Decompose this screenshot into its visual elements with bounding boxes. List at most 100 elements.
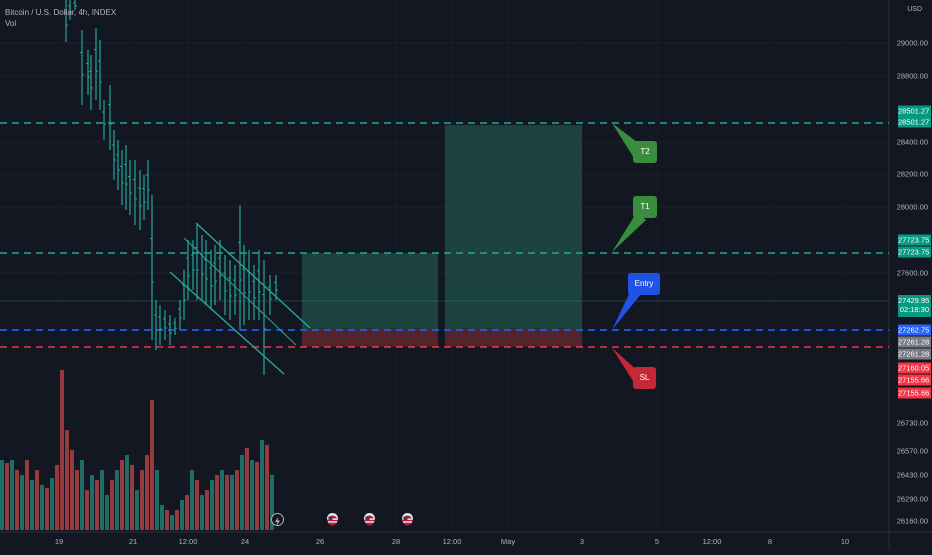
- stop-zone-2: [445, 328, 582, 347]
- volume-bar: [125, 455, 129, 530]
- volume-bar: [120, 460, 124, 530]
- volume-bar: [215, 475, 219, 530]
- time-tick: 5: [654, 537, 660, 546]
- volume-bar: [255, 462, 259, 530]
- channel-lower-line: [169, 271, 285, 375]
- volume-bar: [240, 455, 244, 530]
- time-tick: 3: [579, 537, 585, 546]
- channel-upper-line: [195, 222, 311, 329]
- time-tick: 12:00: [178, 537, 198, 546]
- close-price-tag: 27261.28: [898, 336, 931, 348]
- price-tick: 28000.00: [896, 202, 928, 212]
- volume-bar: [135, 490, 139, 530]
- flag-icon[interactable]: [402, 513, 413, 526]
- t2-callout[interactable]: T2: [633, 141, 657, 163]
- volume-bar: [265, 445, 269, 530]
- price-tick: 29000.00: [896, 38, 928, 48]
- time-tick: 12:00: [702, 537, 722, 546]
- time-tick: 19: [54, 537, 64, 546]
- time-tick: 21: [128, 537, 138, 546]
- entry-callout[interactable]: Entry: [628, 273, 660, 295]
- time-axis[interactable]: 19 21 12:00 24 26 28 12:00 May 3 5 12:00…: [0, 532, 889, 550]
- volume-bar: [225, 475, 229, 530]
- chart-legend: Bitcoin / U.S. Dollar, 4h, INDEX Vol: [5, 7, 116, 29]
- time-tick: May: [500, 537, 516, 546]
- price-tick: 27600.00: [896, 268, 928, 278]
- t2-price-tag: 28501.27: [898, 105, 931, 117]
- lightning-icon[interactable]: [271, 513, 284, 526]
- volume-bar: [55, 465, 59, 530]
- volume-bar: [5, 463, 9, 530]
- price-tick: 28200.00: [896, 169, 928, 179]
- volume-bar: [250, 460, 254, 530]
- volume-bar: [270, 475, 274, 530]
- t2-price-tag: 28501.27: [898, 116, 931, 128]
- sl-callout-pointer: [612, 348, 638, 381]
- volume-bar: [10, 460, 14, 530]
- volume-bar: [235, 470, 239, 530]
- volume-bar: [155, 470, 159, 530]
- time-tick: 10: [840, 537, 850, 546]
- volume-bar: [110, 480, 114, 530]
- stop-zone-1: [302, 328, 438, 347]
- t1-callout[interactable]: T1: [633, 196, 657, 218]
- volume-bar: [150, 400, 154, 530]
- price-tick: 26570.00: [896, 446, 928, 456]
- price-tick: 28800.00: [896, 71, 928, 81]
- time-tick: 8: [767, 537, 773, 546]
- volume-bar: [200, 495, 204, 530]
- price-tick: 28400.00: [896, 137, 928, 147]
- t1-callout-pointer: [612, 212, 646, 252]
- time-tick: 26: [315, 537, 325, 546]
- sl-price-tag: 27155.66: [898, 374, 931, 386]
- volume-bar: [40, 485, 44, 530]
- time-tick: 24: [240, 537, 250, 546]
- volume-bar: [160, 505, 164, 530]
- target-zone-1: [302, 253, 438, 329]
- volume-bar: [145, 455, 149, 530]
- price-axis[interactable]: USD 29000.00 28800.00 28400.00 28200.00 …: [889, 0, 932, 550]
- volume-bar: [105, 495, 109, 530]
- volume-bar: [15, 470, 19, 530]
- volume-bar: [95, 480, 99, 530]
- volume-bar: [115, 470, 119, 530]
- flag-icon[interactable]: [327, 513, 338, 526]
- flag-icon[interactable]: [364, 513, 375, 526]
- volume-bar: [130, 465, 134, 530]
- volume-bar: [100, 470, 104, 530]
- channel-mid-line: [183, 237, 297, 346]
- sl-callout[interactable]: SL: [633, 367, 656, 389]
- time-tick: 28: [391, 537, 401, 546]
- volume-bar: [190, 470, 194, 530]
- volume-bar: [65, 430, 69, 530]
- volume-bar: [30, 480, 34, 530]
- close-price-tag: 27261.28: [898, 348, 931, 360]
- volume-bar: [220, 470, 224, 530]
- volume-bar: [180, 500, 184, 530]
- volume-bar: [50, 478, 54, 530]
- symbol-title[interactable]: Bitcoin / U.S. Dollar, 4h, INDEX: [5, 8, 117, 17]
- price-tick: 26290.00: [896, 494, 928, 504]
- volume-bar: [0, 460, 4, 530]
- bar-countdown: 02:18:30: [899, 305, 929, 314]
- sl-price-tag: 27160.05: [898, 362, 931, 374]
- volume-bar: [75, 470, 79, 530]
- target-zone-2: [445, 125, 582, 329]
- volume-bar: [80, 460, 84, 530]
- price-tick: 26430.00: [896, 470, 928, 480]
- volume-indicator-label[interactable]: Vol: [5, 19, 17, 28]
- volume-bar: [85, 490, 89, 530]
- volume-bar: [210, 480, 214, 530]
- time-tick: 12:00: [442, 537, 462, 546]
- volume-bar: [260, 440, 264, 530]
- price-tick: 26730.00: [896, 418, 928, 428]
- volume-bar: [230, 475, 234, 530]
- last-price-tag: 27429.95 02:18:30: [898, 295, 931, 317]
- last-price-value: 27429.95: [898, 296, 930, 305]
- price-tick: 26160.00: [896, 516, 928, 526]
- volume-bar: [195, 480, 199, 530]
- volume-bar: [185, 495, 189, 530]
- volume-bar: [90, 475, 94, 530]
